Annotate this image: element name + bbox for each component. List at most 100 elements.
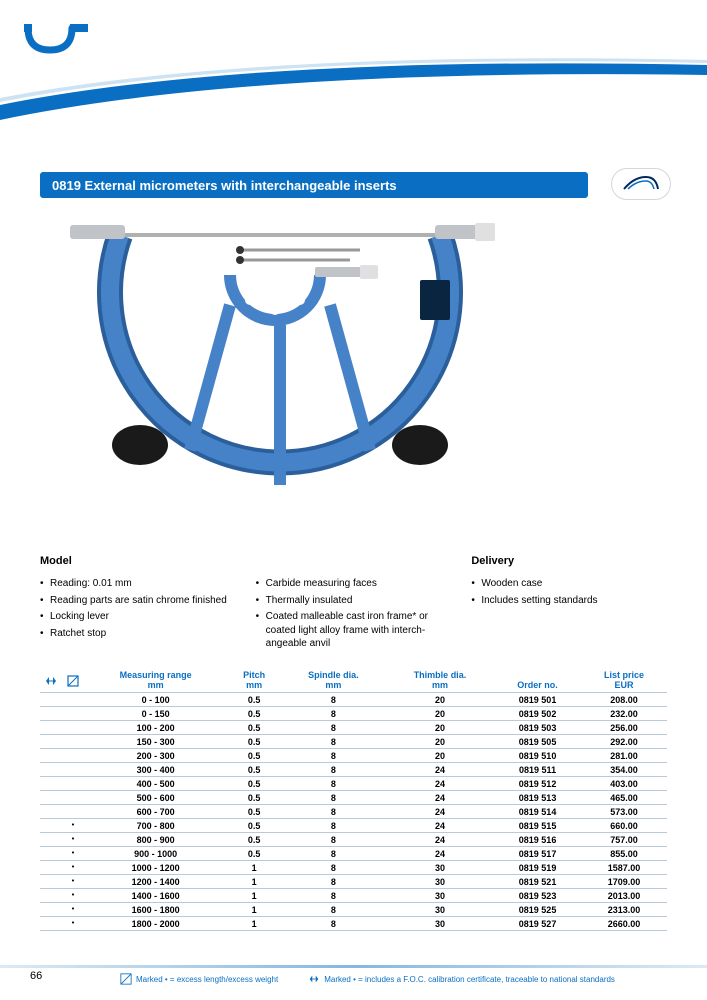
- table-row: •800 - 9000.58240819 516757.00: [40, 833, 667, 847]
- specs-list-1: Reading: 0.01 mm Reading parts are satin…: [40, 577, 236, 640]
- pitch-cell: 0.5: [227, 749, 281, 763]
- price-cell: 354.00: [581, 763, 667, 777]
- pitch-cell: 0.5: [227, 721, 281, 735]
- price-cell: 660.00: [581, 819, 667, 833]
- order-cell: 0819 514: [494, 805, 581, 819]
- order-cell: 0819 501: [494, 693, 581, 707]
- mark2-cell: [62, 763, 84, 777]
- table-row: •1800 - 200018300819 5272660.00: [40, 917, 667, 931]
- range-cell: 150 - 300: [84, 735, 227, 749]
- footer-notes: Marked • = excess length/excess weight M…: [120, 973, 680, 985]
- thimble-cell: 20: [386, 721, 494, 735]
- spindle-cell: 8: [281, 735, 386, 749]
- spec-item: Locking lever: [40, 610, 236, 624]
- thimble-cell: 30: [386, 861, 494, 875]
- thimble-cell: 24: [386, 763, 494, 777]
- price-cell: 232.00: [581, 707, 667, 721]
- range-cell: 1400 - 1600: [84, 889, 227, 903]
- thimble-cell: 24: [386, 833, 494, 847]
- mark2-cell: [62, 693, 84, 707]
- product-table: Measuring rangemm Pitchmm Spindle dia.mm…: [40, 668, 667, 931]
- order-cell: 0819 515: [494, 819, 581, 833]
- specs-col-model2: . Carbide measuring faces Thermally insu…: [256, 555, 452, 654]
- product-title-bar: 0819 External micrometers with interchan…: [40, 172, 588, 198]
- specs-col-model: Model Reading: 0.01 mm Reading parts are…: [40, 555, 236, 654]
- price-cell: 1709.00: [581, 875, 667, 889]
- calibration-icon: [308, 973, 320, 985]
- mark2-cell: •: [62, 917, 84, 931]
- price-cell: 208.00: [581, 693, 667, 707]
- table-row: •900 - 10000.58240819 517855.00: [40, 847, 667, 861]
- brand-logo: [611, 168, 671, 200]
- table-row: 0 - 1500.58200819 502232.00: [40, 707, 667, 721]
- spindle-cell: 8: [281, 833, 386, 847]
- table-row: 600 - 7000.58240819 514573.00: [40, 805, 667, 819]
- thimble-cell: 30: [386, 889, 494, 903]
- price-cell: 281.00: [581, 749, 667, 763]
- order-cell: 0819 516: [494, 833, 581, 847]
- spec-item: Wooden case: [471, 577, 667, 591]
- range-cell: 1800 - 2000: [84, 917, 227, 931]
- spec-item: Carbide measuring faces: [256, 577, 452, 591]
- pitch-cell: 1: [227, 903, 281, 917]
- col-price: List priceEUR: [581, 668, 667, 693]
- mark2-cell: •: [62, 819, 84, 833]
- spindle-cell: 8: [281, 889, 386, 903]
- specs-section: Model Reading: 0.01 mm Reading parts are…: [40, 555, 667, 654]
- pitch-cell: 0.5: [227, 791, 281, 805]
- header-swoosh: [0, 50, 707, 120]
- spindle-cell: 8: [281, 777, 386, 791]
- thimble-cell: 30: [386, 903, 494, 917]
- range-cell: 1600 - 1800: [84, 903, 227, 917]
- spindle-cell: 8: [281, 875, 386, 889]
- order-cell: 0819 523: [494, 889, 581, 903]
- mark2-cell: •: [62, 889, 84, 903]
- mark2-cell: •: [62, 861, 84, 875]
- thimble-cell: 30: [386, 875, 494, 889]
- col-order: Order no.: [494, 668, 581, 693]
- range-cell: 100 - 200: [84, 721, 227, 735]
- spindle-cell: 8: [281, 707, 386, 721]
- table-row: 300 - 4000.58240819 511354.00: [40, 763, 667, 777]
- spec-item: Reading: 0.01 mm: [40, 577, 236, 591]
- spindle-cell: 8: [281, 791, 386, 805]
- mark1-cell: [40, 791, 62, 805]
- specs-list-2: Carbide measuring faces Thermally insula…: [256, 577, 452, 651]
- spec-item: Thermally insulated: [256, 594, 452, 608]
- table-row: 200 - 3000.58200819 510281.00: [40, 749, 667, 763]
- table-row: •1200 - 140018300819 5211709.00: [40, 875, 667, 889]
- mark1-cell: [40, 847, 62, 861]
- col-pitch: Pitchmm: [227, 668, 281, 693]
- mark1-cell: [40, 833, 62, 847]
- mark1-cell: [40, 749, 62, 763]
- spindle-cell: 8: [281, 693, 386, 707]
- pitch-cell: 0.5: [227, 805, 281, 819]
- range-cell: 200 - 300: [84, 749, 227, 763]
- pitch-cell: 0.5: [227, 833, 281, 847]
- spindle-cell: 8: [281, 763, 386, 777]
- range-cell: 400 - 500: [84, 777, 227, 791]
- thimble-cell: 24: [386, 777, 494, 791]
- excess-weight-icon: [120, 973, 132, 985]
- pitch-cell: 1: [227, 917, 281, 931]
- delivery-heading: Delivery: [471, 555, 667, 567]
- thimble-cell: 20: [386, 707, 494, 721]
- price-cell: 2013.00: [581, 889, 667, 903]
- spec-item: Ratchet stop: [40, 627, 236, 641]
- order-cell: 0819 517: [494, 847, 581, 861]
- price-cell: 757.00: [581, 833, 667, 847]
- table-row: •700 - 8000.58240819 515660.00: [40, 819, 667, 833]
- mark2-cell: •: [62, 833, 84, 847]
- range-cell: 1200 - 1400: [84, 875, 227, 889]
- mark1-cell: [40, 763, 62, 777]
- table-row: 400 - 5000.58240819 512403.00: [40, 777, 667, 791]
- col-spindle: Spindle dia.mm: [281, 668, 386, 693]
- mark1-cell: [40, 693, 62, 707]
- pitch-cell: 0.5: [227, 847, 281, 861]
- product-title: 0819 External micrometers with interchan…: [52, 178, 397, 193]
- pitch-cell: 0.5: [227, 693, 281, 707]
- spindle-cell: 8: [281, 903, 386, 917]
- mark2-cell: [62, 707, 84, 721]
- spec-item: Reading parts are satin chrome finished: [40, 594, 236, 608]
- spindle-cell: 8: [281, 749, 386, 763]
